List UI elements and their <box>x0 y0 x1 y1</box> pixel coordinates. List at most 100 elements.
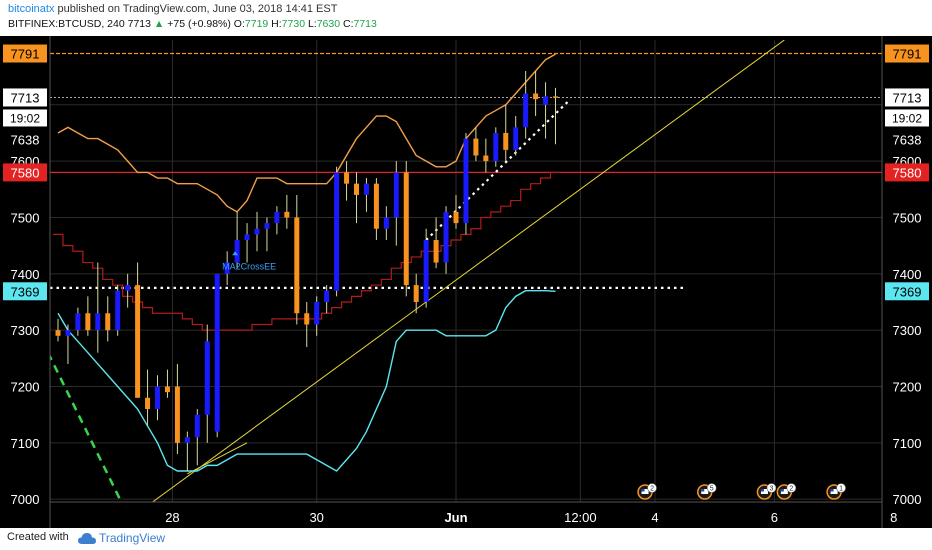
flag-canton <box>641 489 645 492</box>
publish-line: bitcoinatx published on TradingView.com,… <box>8 3 337 15</box>
close-value: 7713 <box>353 18 377 30</box>
price-label-left <box>3 44 47 63</box>
price-label-left <box>3 88 47 107</box>
price-label-right-text: 7713 <box>893 90 922 105</box>
close-label: C: <box>343 18 354 30</box>
candle-body <box>443 211 449 263</box>
candle-body <box>55 330 61 336</box>
footer-bar: Created with TradingView <box>0 528 932 550</box>
flag-canton <box>780 489 784 492</box>
candle-body <box>184 437 190 443</box>
price-label-right-text: 7369 <box>893 284 922 299</box>
tradingview-brand[interactable]: TradingView <box>78 530 168 548</box>
step-line <box>53 171 561 331</box>
candle-body <box>523 93 529 128</box>
flag-canton <box>701 489 705 492</box>
candle-body <box>383 217 389 229</box>
y-tick-label-left: 7100 <box>11 436 40 451</box>
candle-body <box>234 240 240 263</box>
candle-body <box>483 155 489 162</box>
badge-count-circle <box>766 483 777 493</box>
event-badge[interactable]: 5 <box>697 483 717 500</box>
plot-area: MA2CrossEE 2 5 3 2 1 <box>50 40 882 502</box>
x-tick-label: 8 <box>890 510 897 525</box>
badge-count: 1 <box>839 486 843 493</box>
candle-body <box>363 183 369 195</box>
chart-background <box>0 36 932 528</box>
price-label-right <box>885 44 929 63</box>
y-tick-label-left: 7500 <box>11 210 40 225</box>
candle-body <box>334 172 340 291</box>
time-label-right-text: 19:02 <box>892 111 922 125</box>
candle-body <box>553 96 558 98</box>
chart-header: bitcoinatx published on TradingView.com,… <box>0 0 932 36</box>
tradingview-brand-text: TradingView <box>99 531 166 545</box>
candle-body <box>244 234 250 241</box>
candle-body <box>463 138 469 224</box>
price-label-right <box>885 88 929 107</box>
signal-marker-icon <box>232 251 239 256</box>
candle-body <box>493 132 499 162</box>
author-link[interactable]: bitcoinatx <box>8 3 55 15</box>
y-tick-label-left: 7300 <box>11 323 40 338</box>
candle-body <box>513 127 519 150</box>
price-label-left-text: 7791 <box>11 47 40 62</box>
candle-body <box>433 240 439 263</box>
candle-body <box>324 290 330 302</box>
flag-canton <box>760 489 764 492</box>
candle-body <box>204 341 210 415</box>
flag-stripe <box>641 489 649 494</box>
event-badge[interactable]: 3 <box>756 483 777 500</box>
time-label-left-text: 19:02 <box>10 111 40 125</box>
high-value: 7730 <box>281 18 306 30</box>
y-tick-label-right: 7400 <box>893 267 922 282</box>
price-chart[interactable]: MA2CrossEE 2 5 3 2 1 7000 7000 7100 7100 7200 7200 7… <box>0 36 932 528</box>
x-tick-label: 6 <box>771 510 778 525</box>
candle-body <box>155 386 160 410</box>
x-tick-label: 30 <box>309 510 323 525</box>
candle-body <box>264 223 270 229</box>
open-value: 7719 <box>244 18 269 30</box>
event-badge[interactable]: 2 <box>776 483 797 500</box>
candle-body <box>85 313 91 331</box>
rising-trendline <box>152 40 785 502</box>
time-label-left <box>3 109 47 127</box>
badge-count-circle <box>836 483 846 493</box>
candle-body <box>503 132 509 150</box>
candle-body <box>453 211 459 224</box>
candle-body <box>473 138 479 156</box>
badge-count-circle <box>786 483 797 493</box>
price-label-left-text: 7580 <box>11 165 40 180</box>
candle-body <box>314 301 320 325</box>
price-label-left-text: 7713 <box>11 90 40 105</box>
price-label-right <box>885 282 929 301</box>
y-tick-label-right: 7638 <box>893 133 922 148</box>
y-tick-label-left: 7200 <box>11 380 40 395</box>
candle-body <box>254 228 260 235</box>
candle-body <box>125 285 131 291</box>
y-tick-label-right: 7300 <box>893 323 922 338</box>
candle-body <box>284 211 290 218</box>
candle-body <box>65 330 71 336</box>
badge-count: 5 <box>710 486 714 493</box>
low-value: 7630 <box>316 18 341 30</box>
candle-body <box>194 414 200 438</box>
candle-body <box>164 386 170 393</box>
x-tick-label: 28 <box>165 510 179 525</box>
event-badge[interactable]: 2 <box>637 483 657 500</box>
flag-canton <box>830 489 834 492</box>
event-badge[interactable]: 1 <box>826 483 846 500</box>
created-with-text: Created with <box>7 531 69 543</box>
candle-body <box>75 313 81 331</box>
x-tick-label: 12:00 <box>564 510 597 525</box>
green-dashed-trendline <box>50 353 123 502</box>
up-arrow-icon: ▲ <box>153 18 165 30</box>
badge-count: 2 <box>789 486 793 493</box>
candle-body <box>403 172 409 286</box>
price-label-left-text: 7369 <box>11 284 40 299</box>
candle-body <box>274 211 280 224</box>
candle-body <box>294 217 300 314</box>
y-tick-label-right: 7000 <box>893 492 922 507</box>
candle-body <box>224 262 230 274</box>
candle-body <box>214 273 220 432</box>
